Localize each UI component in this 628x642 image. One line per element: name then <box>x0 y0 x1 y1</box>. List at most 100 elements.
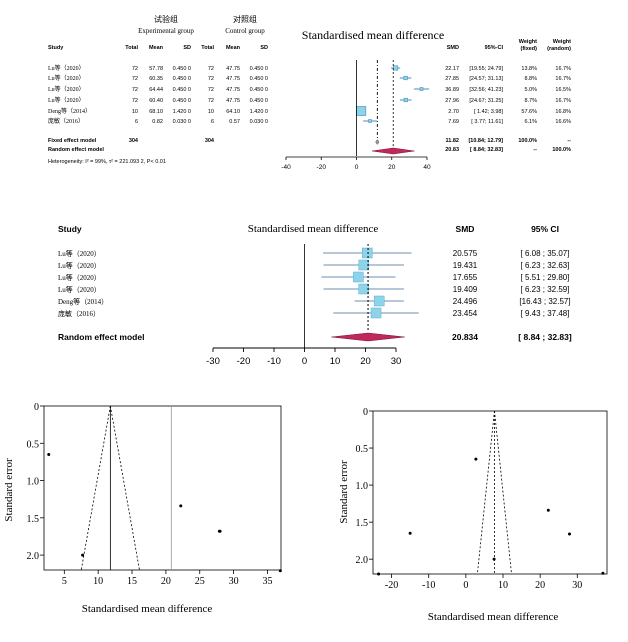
forest1-plot-area: -40 -20 0 20 40 <box>281 60 431 171</box>
study-label: Deng等（2014） <box>58 297 108 306</box>
study-label: Lu等（2020） <box>48 74 85 82</box>
cell-ci: [32.56; 41.23] <box>469 87 503 93</box>
funnel-plot-left: Standard error Standardised mean differe… <box>3 402 282 615</box>
study-label: Lu等（2020） <box>58 273 101 282</box>
study-label: Lu等（2020） <box>58 285 101 294</box>
random-model-label: Random effect model <box>58 332 144 342</box>
cell-smd: 22.17 <box>445 66 459 72</box>
cell-smd: 27.96 <box>445 98 459 104</box>
x-tick-label: 25 <box>195 576 205 587</box>
funnel2-xlabel: Standardised mean difference <box>428 611 559 623</box>
random-weight-fixed: -- <box>533 147 537 153</box>
y-tick-label: 0.5 <box>356 444 369 455</box>
effect-square <box>358 283 369 295</box>
study-label: Lu等（2020） <box>48 64 85 72</box>
exp-group-cn-label: 试验组 <box>154 14 178 24</box>
x-tick-label: 10 <box>330 356 341 367</box>
x-tick-label: -10 <box>422 580 435 591</box>
cell-smd: 20.575 <box>453 249 478 258</box>
forest-plot-simple: Standardised mean difference Study SMD 95%… <box>58 223 572 367</box>
cell-total-c: 72 <box>208 66 214 72</box>
x-tick-label: -20 <box>317 164 327 171</box>
x-tick-label: 10 <box>93 576 103 587</box>
fixed-total-c: 304 <box>205 138 215 144</box>
effect-square <box>353 271 364 283</box>
study-point <box>474 457 478 461</box>
study-point <box>179 504 183 508</box>
x-tick-label: 35 <box>262 576 272 587</box>
funnel-right-limit <box>109 405 140 571</box>
study-point <box>492 557 496 561</box>
plot-frame <box>43 405 282 571</box>
x-tick-label: -30 <box>206 356 220 367</box>
cell-smd: 24.496 <box>453 297 478 306</box>
cell-total-e: 72 <box>132 87 138 93</box>
effect-square <box>356 106 367 116</box>
cell-ci: [ 5.51 ; 29.80] <box>521 273 570 282</box>
effect-square <box>393 65 399 71</box>
study-point <box>218 529 222 533</box>
forest2-title: Standardised mean difference <box>248 223 379 235</box>
cell-mean-e: 68.10 <box>149 109 163 115</box>
column-header: SMD <box>456 224 475 234</box>
cell-weight-random: 16.7% <box>555 98 571 104</box>
cell-ci: [ 1.42; 3.98] <box>474 109 504 115</box>
summary-ci: [ 8.84 ; 32.83] <box>518 332 572 342</box>
column-header: Study <box>58 224 82 234</box>
x-tick-label: 0 <box>355 164 359 171</box>
cell-total-c: 6 <box>211 119 214 125</box>
cell-sd-e: 0.450 0 <box>173 87 191 93</box>
funnel-left-limit <box>80 405 111 571</box>
cell-mean-c: 47.75 <box>226 98 240 104</box>
funnel2-plot-area: -20 -10 0 10 20 30 0 0.5 1.0 1.5 2.0 <box>356 407 608 591</box>
cell-total-e: 72 <box>132 66 138 72</box>
column-header: Weight <box>553 39 571 45</box>
cell-sd-c: 0.450 0 <box>250 98 268 104</box>
y-tick-label: 2.0 <box>356 555 369 566</box>
cell-weight-fixed: 13.8% <box>521 66 537 72</box>
x-tick-label: 40 <box>423 164 431 171</box>
cell-sd-c: 0.450 0 <box>250 76 268 82</box>
cell-total-c: 72 <box>208 87 214 93</box>
cell-total-e: 10 <box>132 109 138 115</box>
x-tick-label: 15 <box>127 576 137 587</box>
study-label: Lu等（2020） <box>48 85 85 93</box>
cell-mean-e: 0.82 <box>152 119 163 125</box>
y-tick-label: 2.0 <box>27 551 40 562</box>
forest2-column-headers: Study SMD 95% CI <box>58 224 559 234</box>
study-label: 庞敏（2016） <box>48 117 84 125</box>
study-point <box>377 572 381 576</box>
cell-total-e: 72 <box>132 76 138 82</box>
cell-ci: [ 9.43 ; 37.48] <box>521 309 570 318</box>
cell-weight-fixed: 6.1% <box>524 119 537 125</box>
ctl-group-cn-label: 对照组 <box>233 14 257 24</box>
funnel-left-limit <box>476 410 495 575</box>
effect-square <box>362 247 373 259</box>
y-tick-label: 1.5 <box>27 514 40 525</box>
x-tick-label: 0 <box>463 580 468 591</box>
cell-mean-e: 57.78 <box>149 66 163 72</box>
plot-frame <box>372 410 608 575</box>
cell-sd-c: 0.450 0 <box>250 66 268 72</box>
cell-mean-c: 0.57 <box>229 119 240 125</box>
cell-ci: [ 6.08 ; 35.07] <box>521 249 570 258</box>
funnel1-ylabel: Standard error <box>3 458 15 522</box>
column-header: Weight <box>519 39 537 45</box>
x-tick-label: 30 <box>229 576 239 587</box>
y-tick-label: 0 <box>363 407 368 418</box>
forest1-column-headers: Study Total Mean SD Total Mean SD SMD 95%-CI Weig… <box>48 39 571 52</box>
cell-mean-e: 64.44 <box>149 87 163 93</box>
x-tick-label: -40 <box>281 164 291 171</box>
y-tick-label: 1.5 <box>356 518 369 529</box>
y-tick-label: 0 <box>34 402 39 413</box>
effect-square <box>370 307 382 319</box>
cell-smd: 19.409 <box>453 285 478 294</box>
cell-smd: 2.70 <box>448 109 459 115</box>
cell-sd-e: 1.420 0 <box>173 109 191 115</box>
study-point <box>601 571 605 575</box>
cell-sd-c: 1.420 0 <box>250 109 268 115</box>
random-diamond <box>372 147 415 155</box>
cell-ci: [24.57; 31.13] <box>469 76 503 82</box>
study-point <box>278 569 282 573</box>
effect-square <box>373 295 385 307</box>
